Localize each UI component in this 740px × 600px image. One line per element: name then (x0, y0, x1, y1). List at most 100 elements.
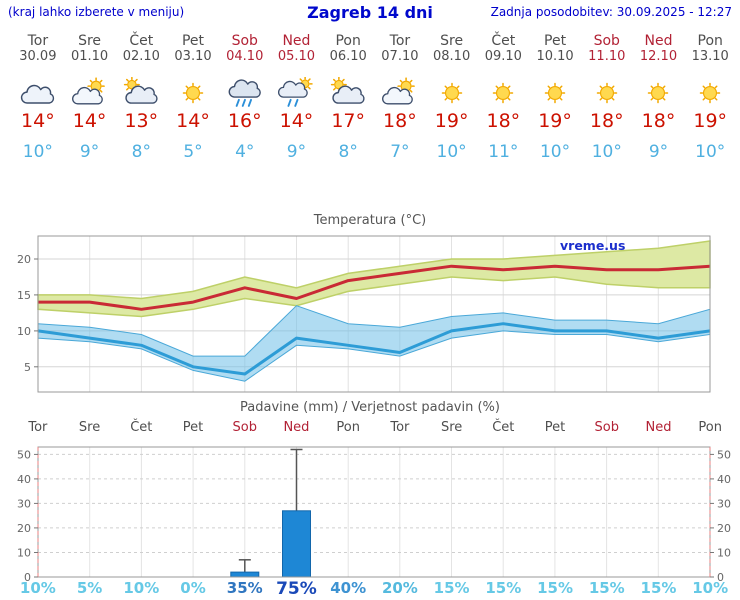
day-name: Sre (78, 33, 102, 49)
precip-chart-svg: 0 0 10 10 20 20 30 30 40 40 50 50 (17, 446, 731, 583)
showers-icon (278, 77, 314, 107)
precip-ytick-left: 0 (24, 571, 31, 583)
temp-ytick: 10 (17, 325, 31, 338)
weather-icon-cell (426, 77, 478, 109)
temp-max-line (38, 264, 711, 311)
weather-icon-cell (12, 77, 64, 109)
sunny-icon (182, 82, 204, 104)
day-date: 11.10 (588, 49, 626, 64)
tmax-value: 18° (383, 110, 417, 132)
day-name: Čet (491, 33, 516, 49)
precip-probability: 40% (330, 579, 367, 597)
precip-day-label: Sob (232, 420, 257, 435)
watermark: vreme.us (560, 238, 625, 253)
tmax-value: 14° (21, 110, 55, 132)
temp-plot-border (37, 235, 711, 393)
rain-icon (228, 79, 261, 107)
sunny-icon (441, 82, 462, 104)
sunny-icon (648, 82, 669, 104)
tmax-value: 13° (124, 110, 159, 132)
mostly-cloudy-icon (124, 77, 158, 104)
sunny-icon (699, 82, 721, 104)
weather-icon-cell (633, 77, 685, 109)
day-date: 30.09 (19, 49, 57, 64)
precip-day-label: Tor (28, 420, 48, 435)
tmax-value: 18° (486, 110, 521, 132)
tmax-value: 18° (589, 110, 624, 132)
tmax-row: 14° 14° 13° 14° 16° 14° 17° 18° 19° 18° 19° 18° 18° 1… (12, 110, 736, 132)
tmin-value: 9° (286, 142, 307, 162)
tmin-value: 10° (22, 142, 53, 162)
day-date: 05.10 (277, 49, 316, 64)
precip-day-label: Pon (336, 420, 360, 435)
day-header: Tor 30.09 (12, 34, 64, 65)
day-name: Ned (644, 33, 673, 49)
precip-probability: 10% (19, 579, 56, 597)
precip-day-label: Pet (544, 420, 566, 435)
precip-ytick-left: 50 (17, 448, 31, 461)
temp-ytick: 20 (17, 253, 31, 266)
precip-ytick-right: 50 (717, 448, 731, 461)
day-header: Pon 06.10 (322, 34, 374, 65)
precip-probability: 20% (381, 579, 418, 597)
tmin-row: 10° 9° 8° 5° 4° 9° 8° 7° 10° 11° 10° 10° 9° 10° (12, 142, 736, 162)
temp-chart-title: Temperatura (°C) (313, 213, 427, 228)
precip-ytick-left: 10 (17, 547, 31, 560)
day-name: Sob (593, 33, 620, 49)
day-date: 01.10 (70, 49, 109, 64)
day-name: Pon (697, 33, 723, 49)
temp-ytick: 15 (17, 289, 31, 302)
day-header: Pet 03.10 (167, 33, 219, 65)
temp-chart-svg: 5 10 15 20 vreme.us (17, 235, 711, 393)
precip-ytick-left: 30 (17, 497, 31, 510)
precip-probability: 15% (640, 579, 677, 597)
precip-day-label: Ned (283, 420, 310, 435)
sunny-icon (493, 82, 514, 104)
tmin-value: 4° (235, 142, 255, 162)
precip-probability: 10% (123, 579, 160, 597)
weather-icon-cell (167, 77, 219, 109)
precip-bar (282, 510, 311, 578)
day-header: Pet 10.10 (529, 34, 581, 65)
menu-hint: (kraj lahko izberete v meniju) (8, 5, 185, 19)
precip-ytick-left: 20 (17, 522, 31, 535)
precip-ytick-right: 20 (717, 522, 731, 535)
day-date: 04.10 (226, 49, 264, 64)
precip-probability: 15% (433, 579, 470, 597)
weather-icon-cell (684, 77, 736, 109)
tmin-value: 8° (338, 142, 358, 162)
weather-icon-cell (374, 77, 426, 109)
precip-ytick-right: 40 (717, 473, 731, 486)
day-header: Sre 01.10 (64, 33, 116, 65)
day-header: Ned 05.10 (271, 34, 323, 65)
precip-days-row: Tor Sre Čet Pet Sob Ned Pon Tor Sre Čet Pet Sob Ned P… (12, 420, 736, 435)
precip-bar (230, 571, 260, 578)
precip-ytick-right: 30 (717, 497, 731, 510)
icons-row (12, 77, 736, 109)
precip-day-label: Sre (78, 420, 101, 435)
precip-day-label: Čet (130, 420, 153, 435)
weather-icon-cell (271, 77, 323, 109)
tmin-value: 9° (648, 142, 669, 162)
precip-probability: 15% (537, 579, 573, 597)
day-name: Tor (389, 33, 411, 49)
day-name: Sre (440, 33, 464, 49)
tmax-value: 19° (693, 110, 728, 132)
day-header: Čet 09.10 (477, 33, 529, 65)
day-header: Ned 12.10 (633, 33, 685, 65)
tmax-value: 17° (331, 110, 366, 132)
day-name: Sob (231, 33, 258, 49)
weather-icon-cell (322, 77, 374, 109)
sunny-icon (596, 82, 618, 104)
cloudy-icon (20, 84, 55, 104)
weather-icon-cell (64, 77, 116, 109)
tmax-value: 14° (279, 110, 314, 132)
day-header: Tor 07.10 (374, 33, 426, 65)
tmin-value: 5° (183, 142, 203, 162)
precip-probability: 10% (692, 579, 729, 597)
precip-probability: 0% (180, 579, 206, 597)
precip-probability: 15% (485, 579, 522, 597)
precip-day-label: Sob (594, 420, 619, 435)
day-name: Pet (181, 33, 205, 49)
